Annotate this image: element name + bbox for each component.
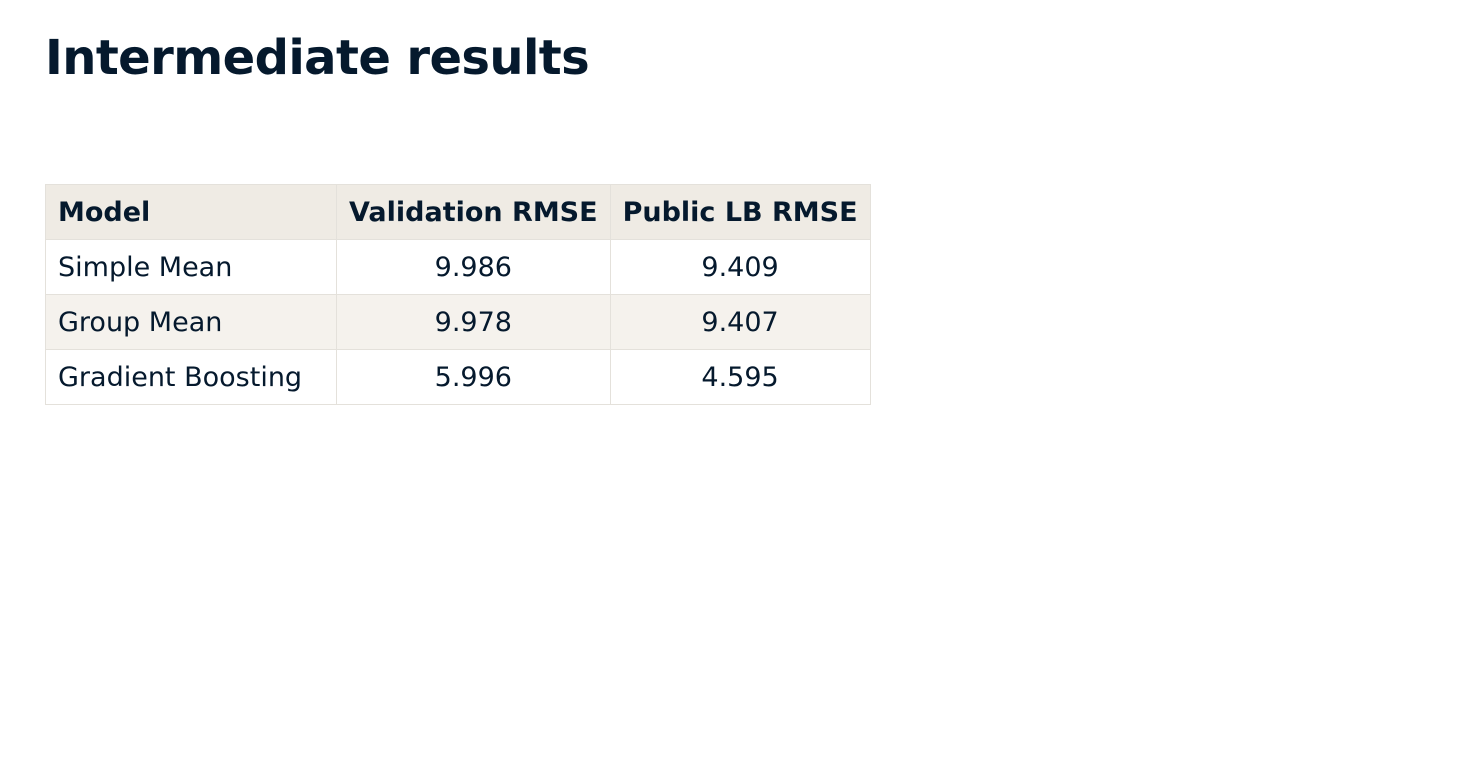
model-cell: Simple Mean bbox=[45, 239, 337, 295]
table-row: Group Mean 9.978 9.407 bbox=[45, 294, 871, 350]
public-lb-rmse-cell: 4.595 bbox=[609, 349, 871, 405]
table-header-row: Model Validation RMSE Public LB RMSE bbox=[45, 184, 871, 240]
validation-rmse-cell: 9.986 bbox=[336, 239, 611, 295]
page-title: Intermediate results bbox=[45, 30, 590, 86]
validation-rmse-cell: 5.996 bbox=[336, 349, 611, 405]
column-header-model: Model bbox=[45, 184, 337, 240]
column-header-validation-rmse: Validation RMSE bbox=[336, 184, 611, 240]
table-row: Gradient Boosting 5.996 4.595 bbox=[45, 349, 871, 405]
public-lb-rmse-cell: 9.409 bbox=[609, 239, 871, 295]
public-lb-rmse-cell: 9.407 bbox=[609, 294, 871, 350]
results-table: Model Validation RMSE Public LB RMSE Sim… bbox=[45, 184, 871, 405]
table-row: Simple Mean 9.986 9.409 bbox=[45, 239, 871, 295]
model-cell: Gradient Boosting bbox=[45, 349, 337, 405]
column-header-public-lb-rmse: Public LB RMSE bbox=[609, 184, 871, 240]
validation-rmse-cell: 9.978 bbox=[336, 294, 611, 350]
model-cell: Group Mean bbox=[45, 294, 337, 350]
